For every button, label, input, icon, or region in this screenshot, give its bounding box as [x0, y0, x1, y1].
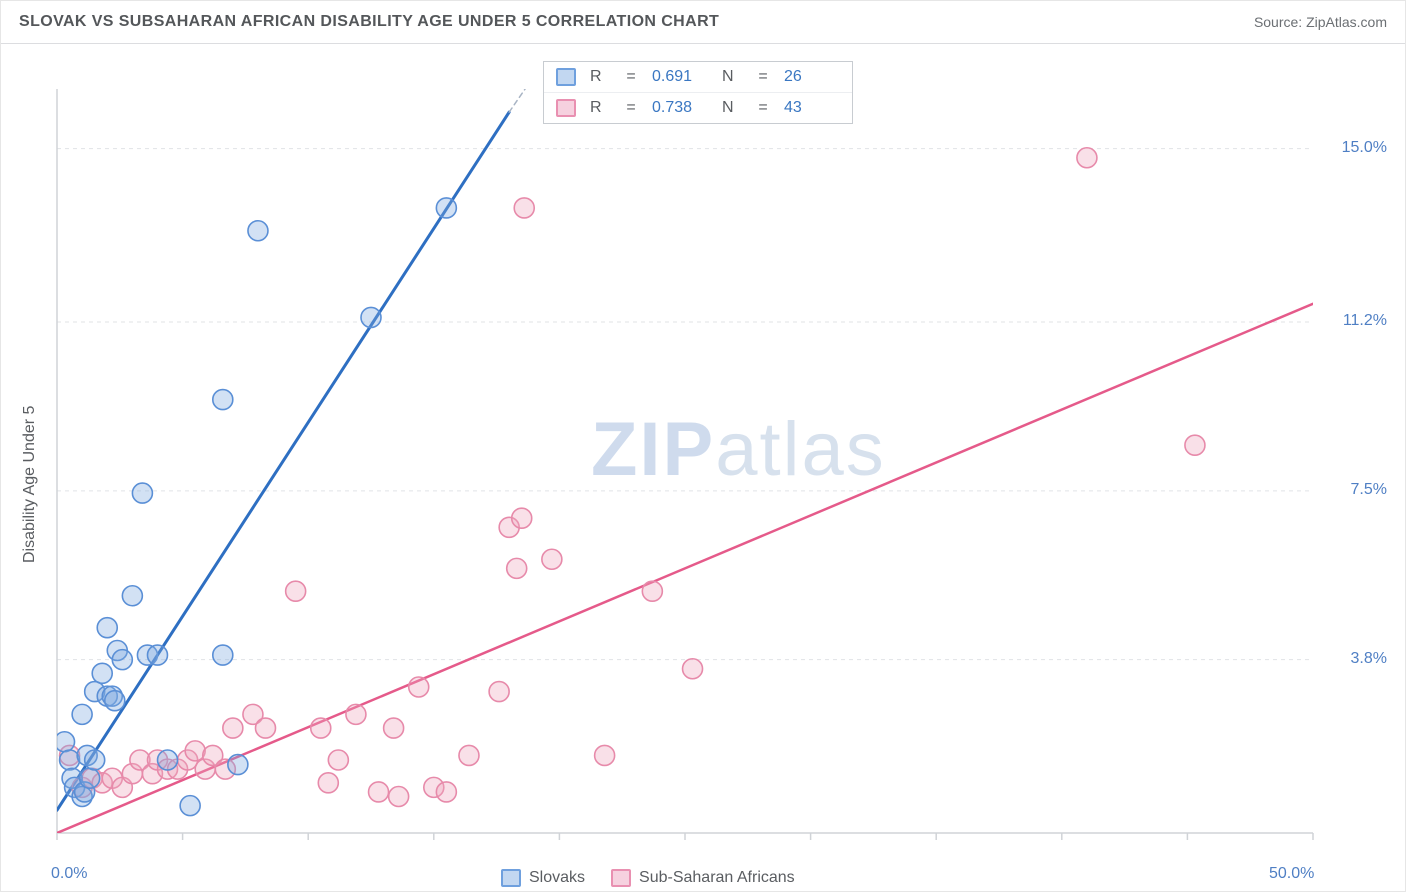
legend-item-slovaks: Slovaks [501, 869, 585, 887]
stat-eq2b: = [756, 99, 770, 117]
chart-title: SLOVAK VS SUBSAHARAN AFRICAN DISABILITY … [19, 13, 719, 31]
y-tick-label: 11.2% [1343, 312, 1387, 330]
series-legend: Slovaks Sub-Saharan Africans [501, 869, 795, 887]
x-tick-label: 0.0% [51, 865, 87, 883]
stats-row-ssa: R = 0.738 N = 43 [544, 92, 852, 123]
y-tick-label: 7.5% [1351, 481, 1387, 499]
source-prefix: Source: [1254, 14, 1306, 30]
stat-R-slovaks: 0.691 [652, 68, 708, 86]
legend-label-ssa: Sub-Saharan Africans [639, 869, 795, 887]
stat-label-N1: N [722, 68, 742, 86]
swatch-slovaks [556, 68, 576, 86]
chart-frame: SLOVAK VS SUBSAHARAN AFRICAN DISABILITY … [0, 0, 1406, 892]
legend-swatch-slovaks [501, 869, 521, 887]
stat-label-R2: R [590, 99, 610, 117]
legend-swatch-ssa [611, 869, 631, 887]
stat-N-slovaks: 26 [784, 68, 840, 86]
stats-row-slovaks: R = 0.691 N = 26 [544, 62, 852, 92]
stat-eq1b: = [756, 68, 770, 86]
title-bar: SLOVAK VS SUBSAHARAN AFRICAN DISABILITY … [1, 1, 1405, 43]
x-tick-label: 50.0% [1269, 865, 1314, 883]
stat-R-ssa: 0.738 [652, 99, 708, 117]
stat-N-ssa: 43 [784, 99, 840, 117]
legend-label-slovaks: Slovaks [529, 869, 585, 887]
source-name: ZipAtlas.com [1306, 14, 1387, 30]
stat-label-R1: R [590, 68, 610, 86]
stat-label-N2: N [722, 99, 742, 117]
stat-eq2: = [624, 99, 638, 117]
y-axis-label: Disability Age Under 5 [21, 406, 39, 563]
stats-legend: R = 0.691 N = 26 R = 0.738 N = 43 [543, 61, 853, 124]
y-tick-label: 15.0% [1342, 139, 1387, 157]
scatter-svg [1, 43, 1406, 893]
swatch-ssa [556, 99, 576, 117]
y-tick-label: 3.8% [1351, 650, 1387, 668]
plot-area: Disability Age Under 5 ZIPatlas R = 0.69… [1, 43, 1405, 891]
legend-item-ssa: Sub-Saharan Africans [611, 869, 795, 887]
stat-eq1: = [624, 68, 638, 86]
source-label: Source: ZipAtlas.com [1254, 14, 1387, 30]
